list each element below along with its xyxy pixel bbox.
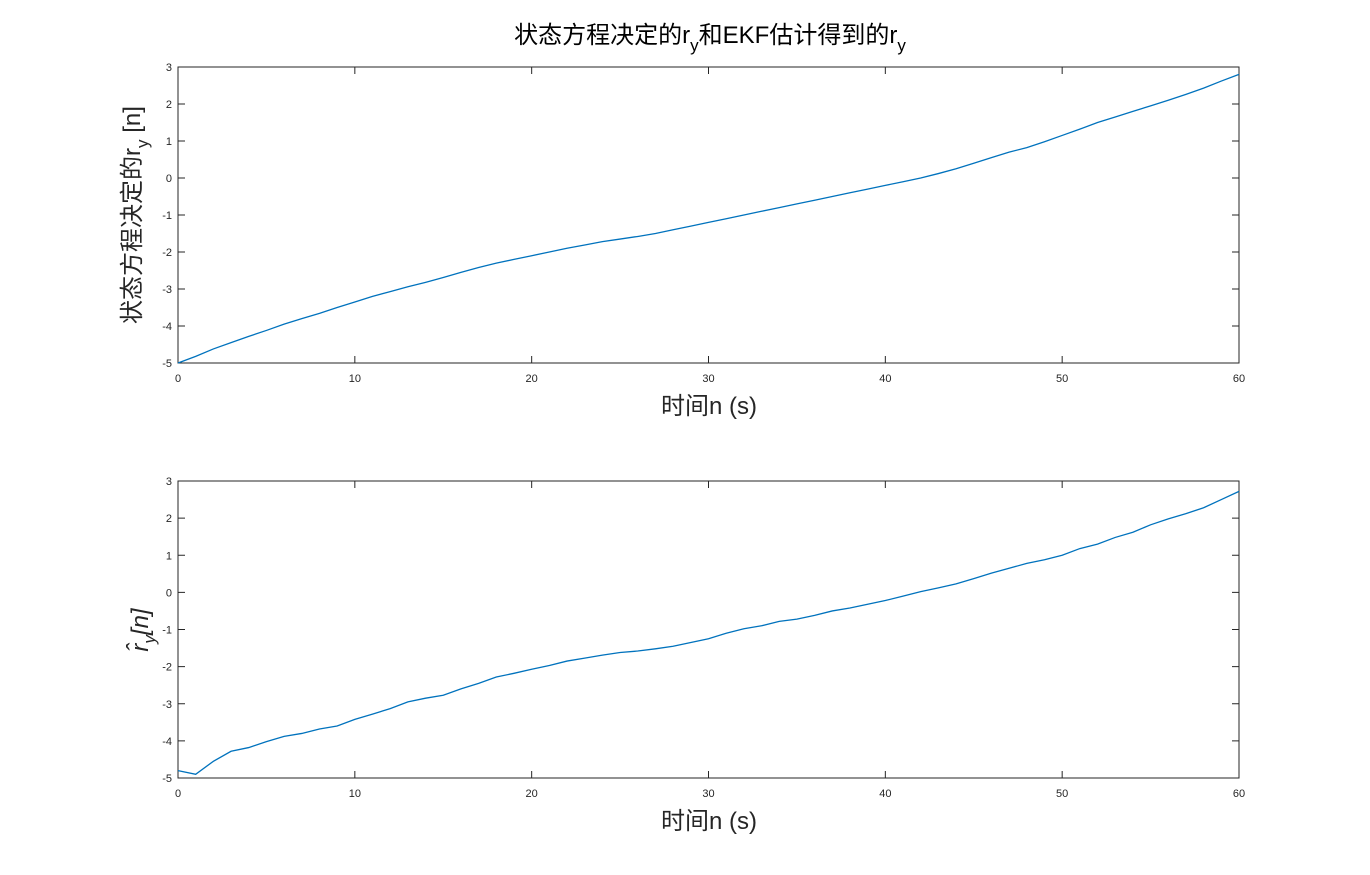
chart-title: 状态方程决定的ry和EKF估计得到的ry — [514, 22, 906, 55]
bottom-x-tick-label: 50 — [1056, 788, 1068, 800]
top-y-tick-label: 3 — [166, 62, 172, 74]
top-x-tick-label: 60 — [1233, 373, 1245, 385]
bottom-y-axis-label: r̂y[n] — [126, 607, 159, 652]
bottom-x-tick-label: 0 — [175, 788, 181, 800]
bottom-ticks: 0 10 20 30 40 50 60 -5 -4 -3 -2 -1 0 1 2 3 — [162, 476, 1245, 800]
top-y-tick-label: 2 — [166, 99, 172, 111]
top-plot-area — [177, 66, 1240, 364]
top-x-tick-label: 40 — [879, 373, 891, 385]
top-y-tick-label: 0 — [166, 173, 172, 185]
bottom-subplot: 0 10 20 30 40 50 60 -5 -4 -3 -2 -1 0 1 2 3 时间n (s) r̂y[… — [126, 476, 1246, 835]
top-subplot: 0 10 20 30 40 50 60 -5 -4 -3 -2 -1 0 1 2 3 时间n (s) 状态方程… — [119, 62, 1245, 420]
top-x-tick-label: 20 — [526, 373, 538, 385]
bottom-y-tick-label: -3 — [162, 699, 172, 711]
top-x-tick-label: 0 — [175, 373, 181, 385]
bottom-y-tick-label: 2 — [166, 513, 172, 525]
top-y-axis-label: 状态方程决定的ry [n] — [119, 106, 152, 324]
top-x-tick-label: 50 — [1056, 373, 1068, 385]
bottom-y-tick-label: 3 — [166, 476, 172, 488]
top-y-tick-label: -5 — [162, 358, 172, 370]
top-ticks: 0 10 20 30 40 50 60 -5 -4 -3 -2 -1 0 1 2 3 — [162, 62, 1245, 385]
top-y-tick-label: -2 — [162, 247, 172, 259]
bottom-x-tick-label: 40 — [879, 788, 891, 800]
top-x-axis-label: 时间n (s) — [661, 393, 757, 420]
bottom-series-line — [177, 490, 1240, 775]
bottom-y-tick-label: 0 — [166, 587, 172, 599]
bottom-x-tick-label: 60 — [1233, 788, 1245, 800]
top-y-tick-label: 1 — [166, 136, 172, 148]
top-series-line — [177, 73, 1240, 364]
bottom-x-tick-label: 10 — [349, 788, 361, 800]
bottom-x-tick-label: 30 — [702, 788, 714, 800]
top-x-tick-label: 10 — [349, 373, 361, 385]
bottom-y-tick-label: -2 — [162, 662, 172, 674]
bottom-y-tick-label: -1 — [162, 625, 172, 637]
bottom-plot-area — [177, 480, 1240, 779]
top-x-tick-label: 30 — [702, 373, 714, 385]
bottom-y-tick-label: -4 — [162, 736, 172, 748]
bottom-y-tick-label: 1 — [166, 550, 172, 562]
top-y-tick-label: -1 — [162, 210, 172, 222]
top-y-tick-label: -4 — [162, 321, 172, 333]
bottom-x-axis-label: 时间n (s) — [661, 808, 757, 835]
top-y-tick-label: -3 — [162, 284, 172, 296]
bottom-x-tick-label: 20 — [526, 788, 538, 800]
bottom-y-tick-label: -5 — [162, 773, 172, 785]
